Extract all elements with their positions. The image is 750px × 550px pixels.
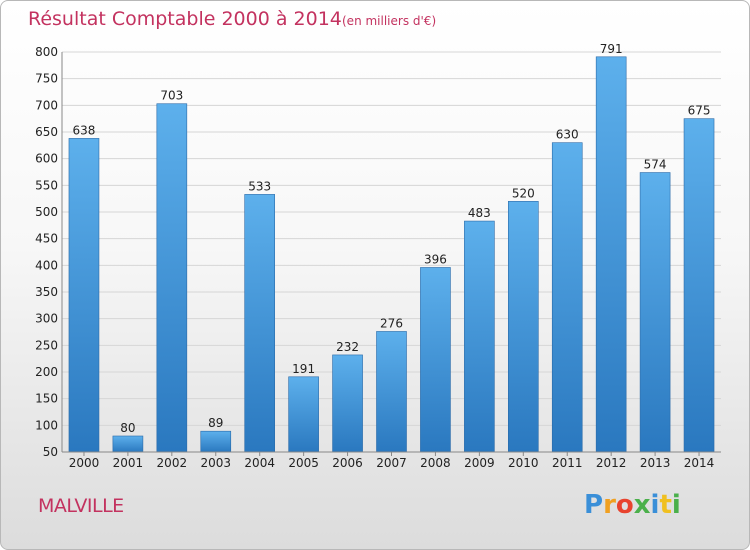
bar — [464, 220, 495, 453]
bars: 638 80 703 89 533 191 232 276 396 483 520 630 791 574… — [68, 42, 715, 453]
data-label: 675 — [688, 104, 711, 118]
x-tick-label: 2013 — [640, 456, 671, 470]
data-label: 638 — [73, 123, 96, 137]
data-label: 191 — [292, 362, 315, 376]
y-tick-label: 300 — [35, 312, 58, 326]
x-tick-label: 2004 — [244, 456, 275, 470]
data-label: 396 — [424, 252, 447, 266]
data-label: 574 — [644, 158, 667, 172]
y-tick-label: 650 — [35, 125, 58, 139]
y-tick-label: 50 — [43, 445, 58, 459]
x-tick-label: 2005 — [288, 456, 319, 470]
bar — [112, 435, 144, 453]
bar — [551, 142, 583, 453]
y-tick-label: 150 — [35, 392, 58, 406]
x-tick-label: 2007 — [376, 456, 407, 470]
data-label: 80 — [120, 421, 135, 435]
chart-title: Résultat Comptable 2000 à 2014 — [28, 8, 342, 30]
bar — [156, 103, 188, 453]
bar — [639, 172, 671, 453]
data-label: 89 — [208, 416, 223, 430]
y-tick-label: 500 — [35, 205, 58, 219]
bar — [420, 267, 451, 453]
x-tick-label: 2011 — [552, 456, 583, 470]
x-tick-label: 2002 — [157, 456, 188, 470]
y-tick-label: 400 — [35, 258, 58, 272]
bar — [595, 56, 627, 453]
bar — [244, 194, 275, 453]
x-tick-label: 2010 — [508, 456, 539, 470]
x-tick-label: 2008 — [420, 456, 451, 470]
bar — [332, 354, 363, 453]
data-label: 520 — [512, 186, 535, 200]
y-tick-label: 750 — [35, 72, 58, 86]
x-tick-label: 2009 — [464, 456, 495, 470]
y-tick-label: 200 — [35, 365, 58, 379]
y-tick-label: 250 — [35, 338, 58, 352]
data-label: 232 — [336, 340, 359, 354]
data-label: 276 — [380, 316, 403, 330]
data-label: 703 — [160, 89, 183, 103]
chart-subtitle: (en milliers d'€) — [342, 14, 437, 28]
y-tick-label: 100 — [35, 418, 58, 432]
commune-name: MALVILLE — [38, 495, 124, 517]
x-tick-label: 2014 — [684, 456, 715, 470]
data-label: 483 — [468, 206, 491, 220]
bar — [376, 331, 407, 453]
axes: 50 100 150 200 250 300 350 400 450 500 550 600 650 70… — [35, 45, 721, 470]
y-tick-label: 600 — [35, 152, 58, 166]
proxiti-logo: Proxiti — [584, 490, 681, 520]
y-tick-label: 800 — [35, 45, 58, 59]
bar — [68, 138, 100, 453]
x-tick-label: 2006 — [332, 456, 363, 470]
bar — [507, 201, 539, 453]
y-tick-label: 550 — [35, 178, 58, 192]
data-label: 533 — [248, 179, 271, 193]
bar — [683, 118, 715, 453]
x-tick-label: 2003 — [200, 456, 231, 470]
y-tick-label: 700 — [35, 98, 58, 112]
data-label: 791 — [600, 42, 623, 56]
x-tick-label: 2001 — [113, 456, 144, 470]
bar — [288, 376, 319, 453]
x-tick-label: 2012 — [596, 456, 627, 470]
bar — [200, 430, 232, 453]
data-label: 630 — [556, 128, 579, 142]
x-tick-label: 2000 — [69, 456, 100, 470]
y-tick-label: 350 — [35, 285, 58, 299]
y-tick-label: 450 — [35, 232, 58, 246]
